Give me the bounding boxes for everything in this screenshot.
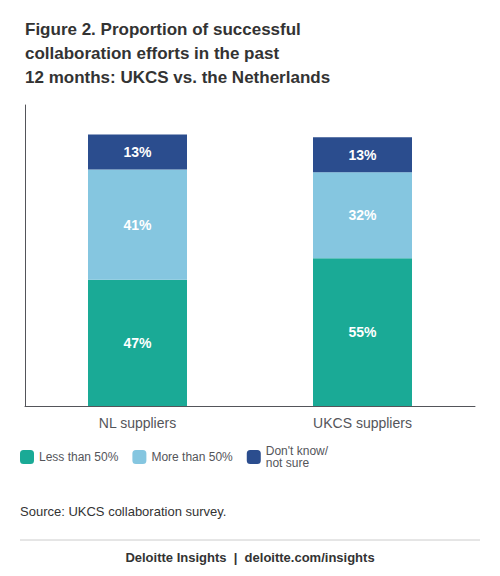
svg-text:UKCS suppliers: UKCS suppliers	[313, 415, 412, 431]
svg-text:Figure 2. Proportion of succes: Figure 2. Proportion of successful	[25, 20, 301, 39]
svg-text:12 months: UKCS vs. the Nether: 12 months: UKCS vs. the Netherlands	[25, 68, 330, 87]
svg-text:Don't know/: Don't know/	[265, 444, 329, 458]
svg-text:13%: 13%	[123, 144, 152, 160]
svg-text:More than 50%: More than 50%	[151, 450, 233, 464]
svg-text:13%: 13%	[348, 147, 377, 163]
svg-text:NL suppliers: NL suppliers	[99, 415, 176, 431]
svg-text:32%: 32%	[348, 207, 377, 223]
svg-text:Deloitte Insights | deloitte: Deloitte Insights | deloitte.com/insight…	[125, 550, 374, 565]
svg-text:Source: UKCS collaboration sur: Source: UKCS collaboration survey.	[20, 504, 226, 519]
svg-text:Less than 50%: Less than 50%	[39, 450, 119, 464]
svg-text:47%: 47%	[123, 335, 152, 351]
svg-text:collaboration efforts in the p: collaboration efforts in the past	[25, 44, 279, 63]
svg-text:41%: 41%	[123, 217, 152, 233]
svg-text:not sure: not sure	[266, 456, 310, 470]
svg-text:55%: 55%	[348, 324, 377, 340]
